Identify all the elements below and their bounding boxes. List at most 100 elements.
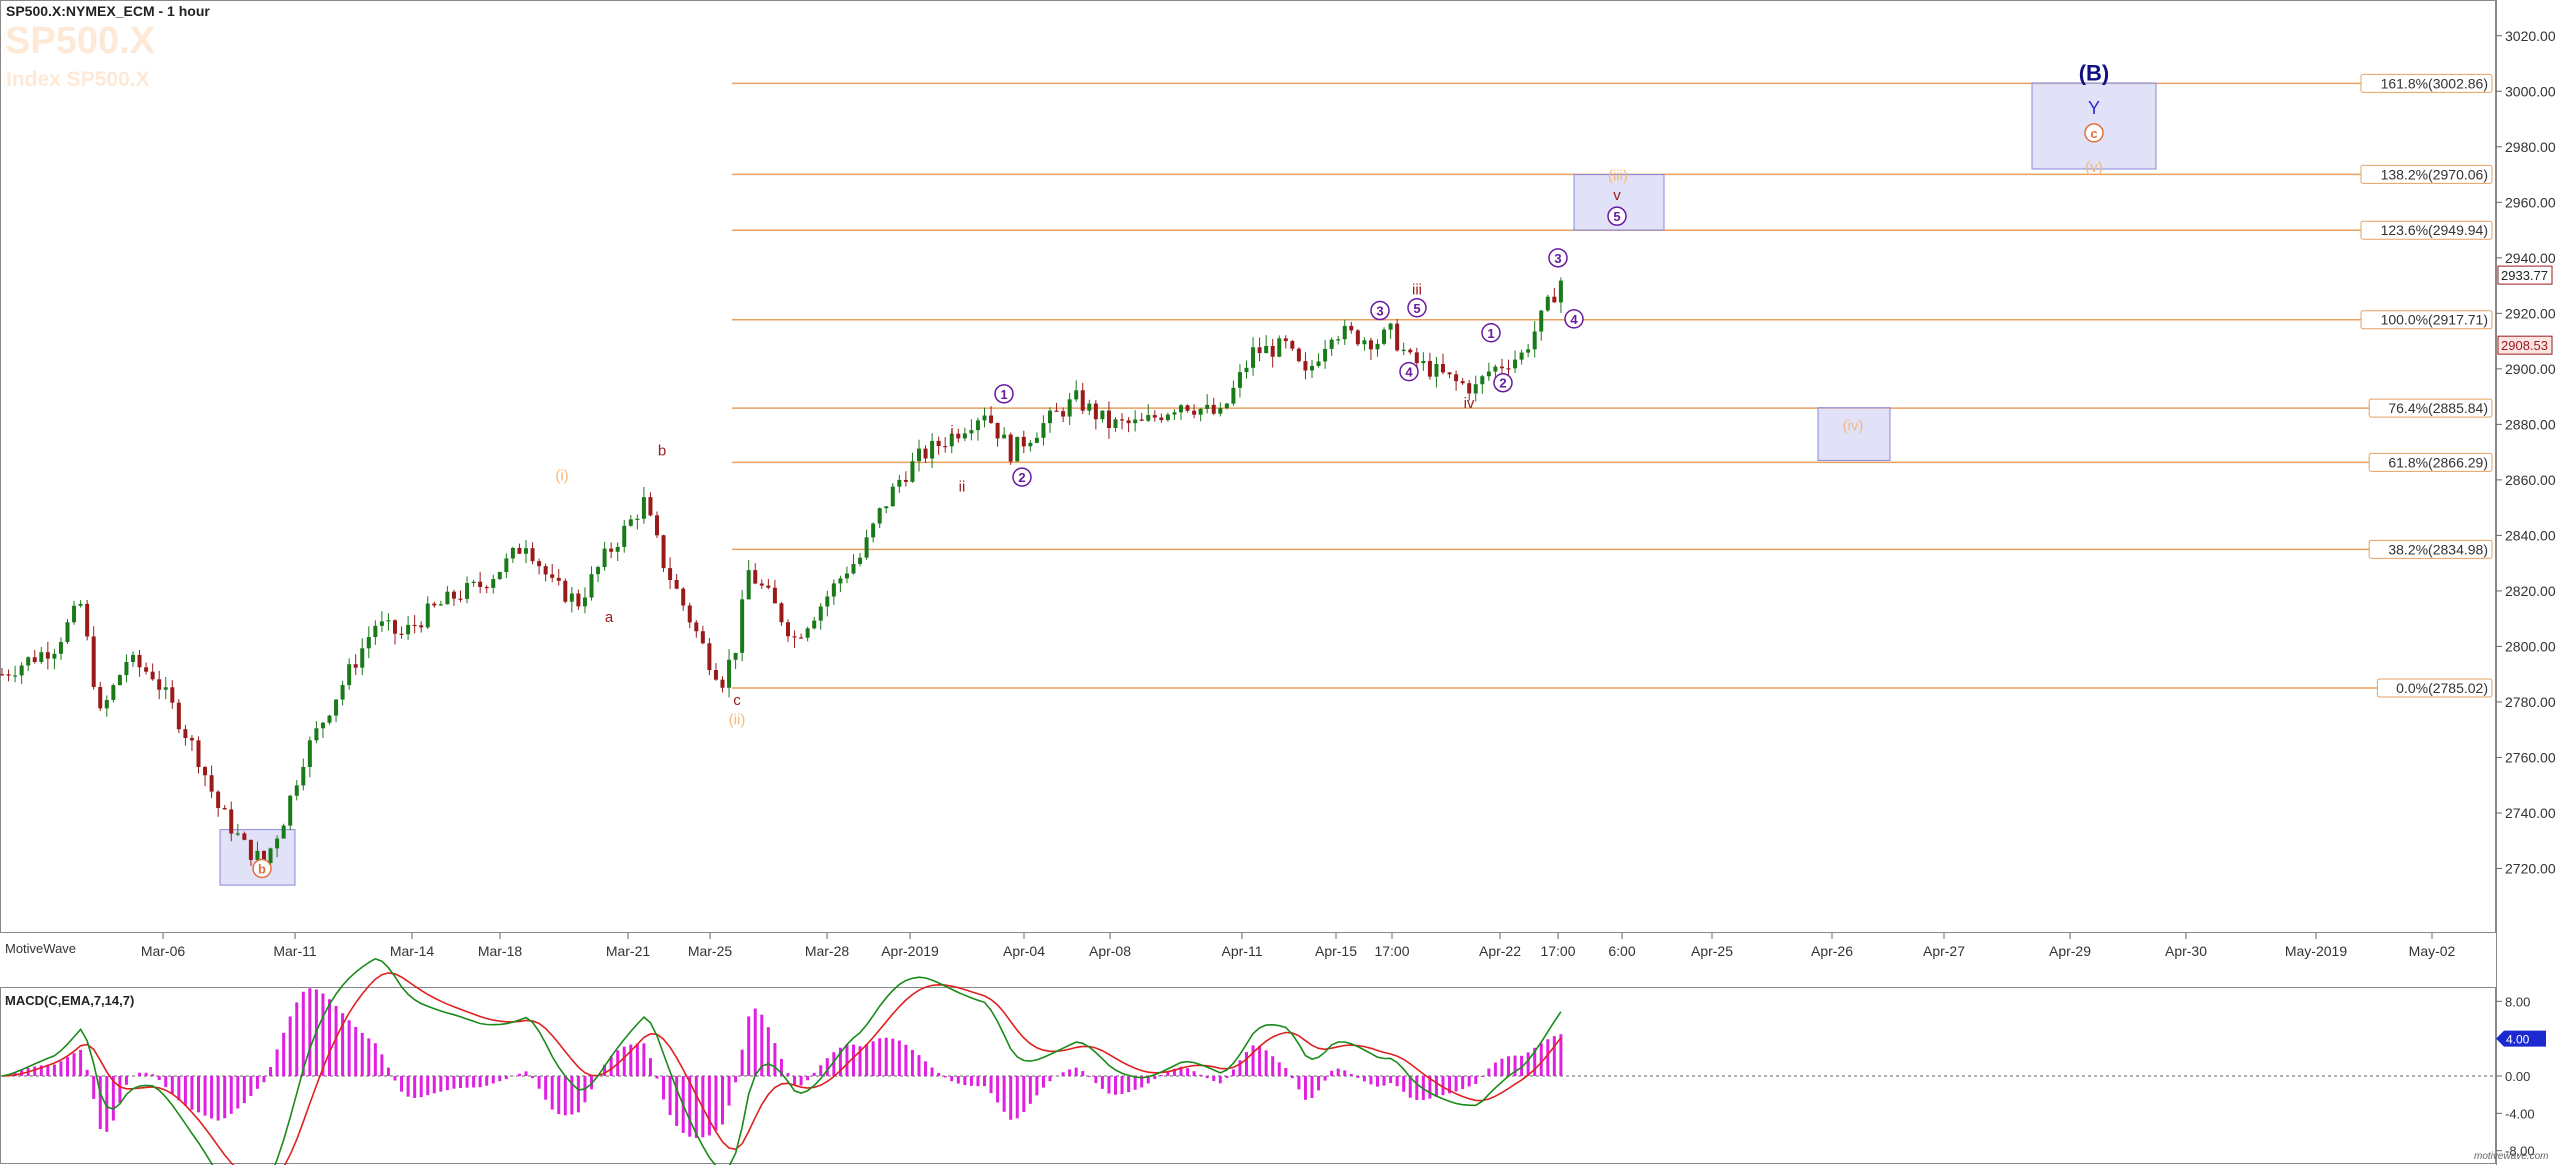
candle-body (393, 620, 397, 634)
candle-body (340, 685, 345, 700)
time-tick-label: 17:00 (1374, 943, 1409, 959)
time-tick-label: May-02 (2409, 943, 2456, 959)
price-tick-label: 2940.00 (2505, 250, 2556, 266)
candle-body (1467, 383, 1472, 394)
wave-label: (i) (555, 467, 568, 484)
time-tick-label: Apr-04 (1003, 943, 1045, 959)
candle-body (1015, 436, 1020, 462)
candle-body (582, 597, 587, 607)
wave-label: (v) (2085, 159, 2103, 176)
wave-label-circle (252, 858, 272, 879)
candle-body (320, 722, 325, 729)
candle-body (1499, 366, 1504, 369)
symbol-watermark: SP500.X (5, 20, 155, 62)
candle-body (451, 591, 456, 599)
candle-body (72, 605, 77, 623)
candle-body (1002, 434, 1007, 439)
candle-body (982, 415, 987, 421)
candle-body (890, 486, 895, 507)
candle-body (491, 579, 496, 588)
wave-label: c (2090, 126, 2097, 141)
candle-body (1329, 339, 1334, 349)
candle-body (989, 415, 994, 423)
candle-body (1552, 296, 1557, 303)
candle-body (1519, 352, 1524, 360)
wave-label: (iii) (1608, 168, 1628, 185)
candle-body (628, 519, 633, 526)
candle-body (1087, 403, 1092, 411)
candle-body (1277, 338, 1282, 357)
candle-body (753, 570, 758, 584)
candle-body (661, 535, 666, 569)
candle-body (176, 702, 181, 730)
time-tick-label: Mar-18 (478, 943, 523, 959)
candle-body (556, 577, 561, 581)
wave-label: iv (1464, 395, 1475, 412)
candle-body (1034, 437, 1039, 443)
platform-label: MotiveWave (5, 941, 77, 956)
candle-body (700, 631, 705, 644)
candle-body (668, 568, 673, 581)
candle-body (1473, 384, 1478, 394)
candle-body (812, 620, 817, 629)
candle-body (1545, 296, 1550, 311)
candle-body (1139, 419, 1144, 421)
candle-body (1375, 343, 1380, 350)
price-tick-label: 2880.00 (2505, 416, 2556, 432)
macd-value-tag-text: 4.00 (2506, 1033, 2530, 1047)
candle-body (949, 433, 954, 447)
macd-signal-line (1, 972, 1562, 1165)
candle-body (1388, 323, 1393, 330)
secondary-price-tag-text: 2908.53 (2501, 338, 2548, 353)
candle-body (98, 686, 103, 709)
candle-body (65, 622, 70, 643)
time-tick-label: Apr-29 (2049, 943, 2091, 959)
chart-title: SP500.X:NYMEX_ECM - 1 hour (6, 3, 210, 19)
candle-body (1198, 408, 1203, 415)
candle-body (720, 679, 725, 688)
candle-body (111, 685, 116, 700)
candle-body (517, 547, 522, 554)
candle-body (602, 548, 607, 568)
candle-body (648, 497, 653, 516)
candle-body (1237, 372, 1242, 388)
candle-body (799, 637, 804, 639)
candle-body (58, 642, 63, 654)
candle-body (576, 593, 581, 607)
candle-body (1244, 367, 1249, 373)
candle-body (1172, 412, 1177, 415)
wave-label: Y (2088, 98, 2100, 118)
candle-body (969, 430, 974, 434)
candle-body (825, 596, 830, 607)
wave-label-circle (1370, 300, 1390, 321)
candle-body (818, 606, 823, 621)
time-tick-label: Mar-14 (390, 943, 435, 959)
candle-body (641, 497, 646, 519)
candle-body (1165, 414, 1170, 421)
candle-body (1408, 349, 1413, 353)
wave-label: 2 (1499, 376, 1506, 391)
wave-label: 3 (1554, 251, 1561, 266)
candle-body (936, 440, 941, 447)
wave-label: b (658, 442, 666, 459)
price-tick-label: 2780.00 (2505, 694, 2556, 710)
candle-body (1218, 408, 1223, 414)
candle-body (1283, 338, 1288, 342)
fib-level-tag (2368, 398, 2493, 418)
candle-body (1382, 329, 1387, 344)
candle-body (537, 561, 542, 567)
candle-body (1270, 345, 1275, 357)
candle-body (1395, 323, 1400, 351)
fib-level-label: 100.0%(2917.71) (2381, 312, 2488, 328)
candle-body (923, 448, 928, 459)
candle-body (1021, 436, 1026, 447)
candle-body (1434, 363, 1439, 377)
candle-body (209, 775, 214, 792)
candle-body (1257, 347, 1262, 354)
candle-body (19, 665, 24, 676)
candle-body (1224, 403, 1229, 409)
candle-body (478, 581, 483, 587)
price-tick-label: 2740.00 (2505, 805, 2556, 821)
candle-body (288, 795, 293, 826)
